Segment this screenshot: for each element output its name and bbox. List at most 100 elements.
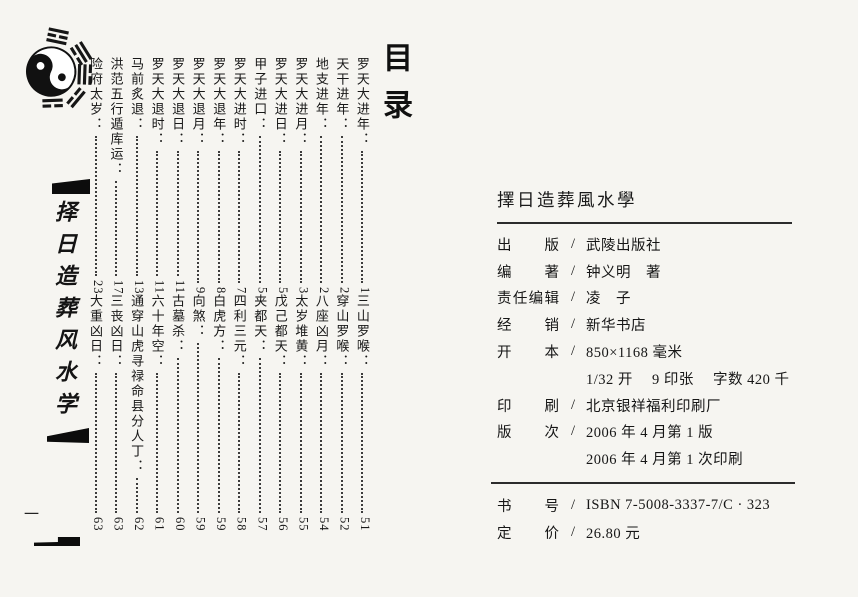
colophon-value: 2006 年 4 月第 1 版: [586, 425, 714, 442]
colophon-value: 北京银祥福利印刷厂: [586, 398, 721, 415]
colophon-separator: /: [570, 423, 576, 440]
toc-entry: 险府太岁： 23: [86, 57, 105, 294]
colophon: 擇日造葬風水學 出版 / 武陵出版社编著 / 钟义明 著责任编辑 / 凌 子经销 / 新华书店开…: [491, 187, 797, 546]
toc-dot-leader: [135, 136, 138, 276]
toc-entry-title: 罗天大退年：: [211, 57, 227, 147]
toc-page-number: 59: [214, 516, 229, 532]
toc-entry: 罗天大进日： 5: [271, 57, 290, 294]
colophon-label: 版次: [497, 421, 559, 442]
toc-page-number: 2: [316, 286, 331, 294]
colophon-row: 出版 / 武陵出版社: [497, 231, 797, 258]
colophon-separator: /: [570, 497, 576, 514]
colophon-label-char: 销: [544, 318, 560, 335]
toc-dot-leader: [340, 373, 343, 513]
toc-page-number: 60: [173, 516, 188, 532]
divider-line: [497, 222, 792, 224]
toc-dot-leader: [238, 151, 241, 283]
toc-dot-leader: [217, 151, 220, 283]
colophon-value: 凌 子: [586, 291, 631, 308]
toc-page-number: 8: [214, 286, 229, 294]
toc-dot-leader: [135, 478, 138, 513]
colophon-label: 出版: [497, 234, 559, 255]
toc-entry-title: 戊己都天：: [272, 294, 288, 369]
toc-entry-title: 罗天大退时：: [149, 57, 165, 147]
folio-page-number: 一: [24, 507, 40, 523]
toc-column: 天干进年： 2 穿山罗喉： 52: [332, 57, 351, 531]
toc-dot-leader: [279, 373, 282, 513]
toc-column: 洪范五行遁库运： 17 三丧凶日： 63: [107, 57, 126, 531]
colophon-label-char: 责: [497, 291, 512, 308]
colophon-separator: /: [570, 523, 576, 540]
toc-entry: 戊己都天： 56: [271, 294, 290, 531]
toc-entry: 古墓杀： 60: [168, 294, 187, 531]
colophon-row: 责任编辑 / 凌 子: [497, 285, 797, 312]
toc-entry: 罗天大退月： 9: [189, 57, 208, 294]
colophon-label-char: 出: [497, 237, 512, 254]
toc-entry: 向煞： 59: [189, 294, 208, 531]
colophon-label-char: 编: [497, 264, 512, 281]
toc-dot-leader: [258, 358, 261, 513]
toc-column: 罗天大退年： 8 白虎方： 59: [209, 57, 228, 531]
toc-column: 罗天大进月： 3 太岁堆黄： 55: [291, 57, 310, 531]
toc-entry-title: 太岁堆黄：: [293, 294, 309, 369]
colophon-value: 新华书店: [586, 318, 646, 335]
colophon-label-char: 本: [544, 345, 560, 362]
toc-entry: 大重凶日： 63: [86, 294, 105, 531]
toc-entry: 甲子进口： 5: [250, 57, 269, 294]
toc-dot-leader: [176, 151, 179, 276]
toc-entry: 天干进年： 2: [332, 57, 351, 294]
toc-page-number: 5: [275, 286, 290, 294]
toc-page-number: 3: [296, 286, 311, 294]
colophon-label: 经销: [497, 314, 559, 335]
toc-dot-leader: [258, 136, 261, 283]
toc-entry: 三山罗喉： 51: [353, 294, 372, 531]
toc-dot-leader: [361, 151, 364, 283]
toc-entry-title: 大重凶日：: [88, 294, 103, 369]
toc-page-number: 54: [316, 516, 331, 532]
toc-dot-leader: [217, 358, 220, 513]
toc-column: 马前炙退： 13 通穿山虎寻禄命县分人丁： 62: [127, 57, 146, 531]
toc-dot-leader: [176, 358, 179, 513]
colophon-value: 850×1168 毫米: [586, 345, 683, 362]
toc-column: 罗天大进时： 7 四利三元： 58: [230, 57, 249, 531]
toc-entry-title: 向煞：: [190, 294, 206, 339]
toc-entry-title: 四利三元：: [231, 294, 247, 369]
colophon-label: 责任编辑: [497, 287, 559, 308]
colophon-separator: /: [570, 235, 576, 252]
colophon-separator: /: [570, 396, 576, 413]
toc-page-number: 17: [111, 279, 126, 295]
publication-info-rows: 出版 / 武陵出版社编著 / 钟义明 著责任编辑 / 凌 子经销 / 新华书店开本/850×11…: [497, 231, 797, 472]
colophon-row: 经销 / 新华书店: [497, 311, 797, 338]
toc-column: 罗天大退月： 9 向煞： 59: [189, 57, 208, 531]
colophon-label-char: 定: [497, 525, 512, 542]
colophon-label: 编著: [497, 261, 559, 282]
toc-page-number: 59: [193, 516, 208, 532]
toc-entry-title: 罗天大进月：: [293, 57, 309, 147]
colophon-row: 编著 / 钟义明 著: [497, 258, 797, 285]
colophon-label-char: 印: [497, 398, 512, 415]
toc-entry: 太岁堆黄： 55: [291, 294, 310, 531]
toc-entry-title: 罗天大进时：: [231, 57, 247, 147]
toc-entry: 白虎方： 59: [209, 294, 228, 531]
toc-dot-leader: [94, 136, 97, 276]
toc-column: 罗天大进年： 1 三山罗喉： 51: [353, 57, 372, 531]
colophon-value: 钟义明 著: [586, 264, 661, 281]
colophon-row: 印 刷 / 北京银祥福利印刷厂: [497, 392, 797, 419]
toc-entry: 罗天大退年： 8: [209, 57, 228, 294]
toc-entry: 罗天大进月： 3: [291, 57, 310, 294]
toc-entry-title: 罗天大退日：: [170, 57, 186, 147]
toc-entry-title: 穿山罗喉：: [334, 294, 350, 369]
colophon-row: 开本/850×1168 毫米: [497, 338, 797, 365]
toc-dot-leader: [156, 373, 159, 513]
toc-page-number: 61: [152, 516, 167, 532]
toc-entry-title: 古墓杀：: [170, 294, 186, 354]
toc-page-number: 23: [91, 279, 105, 295]
toc-page-number: 55: [296, 516, 311, 532]
colophon-label-char: 刷: [544, 398, 560, 415]
toc-page-number: 52: [337, 516, 352, 532]
toc-entry-title: 险府太岁：: [88, 57, 103, 132]
toc-entry-title: 洪范五行遁库运：: [108, 57, 124, 177]
toc-dot-leader: [115, 181, 118, 276]
isbn-price-rows: 书号 / ISBN 7-5008-3337-7/C · 323 定价/26.80 元: [497, 492, 797, 546]
